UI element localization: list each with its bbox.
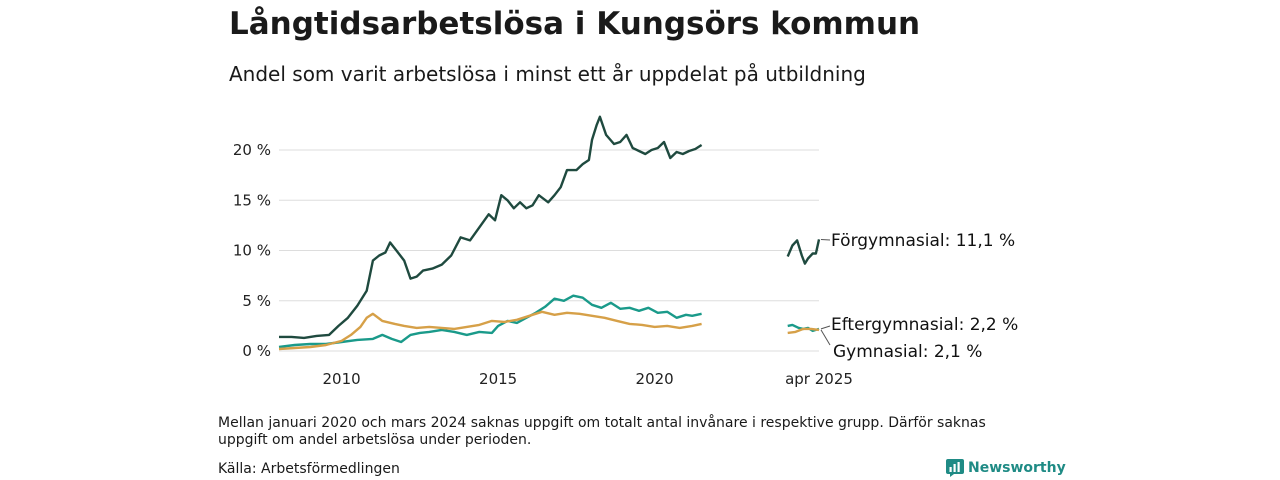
series-line-2-segment-1	[787, 327, 820, 335]
series-line-1-segment-0	[278, 294, 702, 349]
brand-logo[interactable]: Newsworthy	[946, 459, 1066, 477]
series-end-label-1: Eftergymnasial: 2,2 %	[831, 315, 1018, 335]
newsworthy-logo-icon	[946, 459, 964, 477]
series-line-0-segment-1	[786, 239, 821, 265]
series-labels: Förgymnasial: 11,1 % Eftergymnasial: 2,2 …	[820, 231, 1018, 362]
label-connector-1	[820, 325, 831, 330]
footnote: Mellan januari 2020 och mars 2024 saknas…	[218, 415, 986, 448]
label-connector-0	[820, 238, 831, 241]
chart-title: Långtidsarbetslösa i Kungsörs kommun	[229, 6, 921, 42]
y-tick-label-5: 5 %	[242, 292, 271, 310]
brand-name: Newsworthy	[968, 460, 1066, 476]
y-tick-label-20: 20 %	[233, 141, 271, 159]
chart-subtitle: Andel som varit arbetslösa i minst ett å…	[229, 62, 866, 86]
x-tick-label-2: 2020	[636, 370, 674, 388]
y-tick-label-15: 15 %	[233, 191, 271, 209]
series-lines	[278, 115, 821, 351]
x-axis-ticks: 2010 2015 2020 apr 2025	[323, 370, 853, 388]
x-tick-label-0: 2010	[323, 370, 361, 388]
source-note: Källa: Arbetsförmedlingen	[218, 461, 400, 477]
series-line-2-segment-0	[278, 310, 702, 351]
y-tick-label-0: 0 %	[242, 342, 271, 360]
y-tick-label-10: 10 %	[233, 242, 271, 260]
grid-lines	[279, 149, 819, 352]
series-end-label-2: Gymnasial: 2,1 %	[833, 342, 982, 362]
label-connector-2	[820, 329, 831, 346]
x-tick-label-3: apr 2025	[785, 370, 853, 388]
series-line-0-segment-0	[279, 115, 703, 340]
x-tick-label-1: 2015	[479, 370, 517, 388]
series-end-label-0: Förgymnasial: 11,1 %	[831, 231, 1015, 251]
y-axis-ticks: 0 % 5 % 10 % 15 % 20 %	[233, 141, 271, 360]
